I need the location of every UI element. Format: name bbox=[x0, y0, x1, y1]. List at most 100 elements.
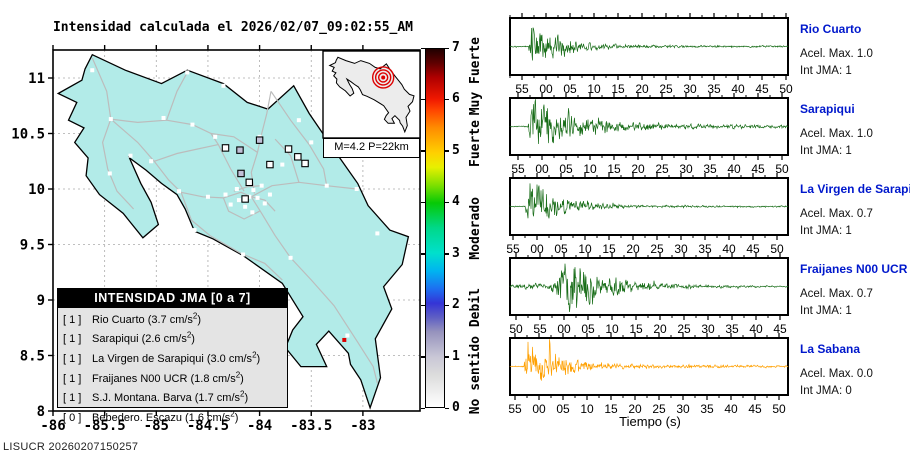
station-dot bbox=[236, 198, 241, 203]
station-dot bbox=[185, 70, 190, 75]
time-tick-label: 50 bbox=[772, 402, 786, 416]
map-station-dots bbox=[90, 68, 380, 342]
colorbar-tick-right bbox=[445, 150, 449, 152]
road-line bbox=[210, 132, 258, 153]
station-dot bbox=[255, 195, 260, 200]
station-dot bbox=[192, 228, 197, 233]
time-tick-label: 20 bbox=[631, 162, 645, 176]
time-tick-label: 00 bbox=[557, 322, 571, 336]
map-frame bbox=[52, 49, 421, 412]
jma-legend-rows: [ 1 ] Rio Cuarto (3.7 cm/s2)[ 1 ] Sarapi… bbox=[58, 308, 287, 426]
intensity-square bbox=[241, 195, 249, 203]
colorbar-tick-left bbox=[421, 201, 425, 204]
seismogram-station-name: Fraijanes N00 UCR bbox=[800, 262, 908, 276]
jma-legend-entry: [ 1 ] Sarapiqui (2.6 cm/s2) bbox=[58, 328, 287, 348]
time-tick-label: 35 bbox=[725, 322, 739, 336]
intensity-square bbox=[301, 159, 309, 168]
time-tick-label: 50 bbox=[509, 322, 523, 336]
station-dot bbox=[324, 183, 329, 188]
jma-value-bracket: [ 1 ] bbox=[63, 352, 82, 365]
road-line bbox=[180, 192, 283, 281]
colorbar-value-label: 7 bbox=[452, 40, 460, 55]
time-tick-label: 25 bbox=[655, 162, 669, 176]
time-tick-label: 15 bbox=[611, 82, 625, 96]
station-name-and-accel: Fraijanes N00 UCR (1.8 cm/s2) bbox=[89, 369, 244, 385]
colorbar-tick-left bbox=[421, 407, 425, 409]
seismogram-station-name: La Virgen de Sarapiqui bbox=[800, 182, 910, 196]
time-tick-label: 10 bbox=[605, 322, 619, 336]
y-tick-label: 10 bbox=[28, 182, 45, 198]
station-dot bbox=[259, 183, 264, 188]
station-dot bbox=[296, 118, 301, 123]
station-dot bbox=[234, 187, 239, 191]
station-dot bbox=[262, 201, 267, 206]
seismogram-panel: 50 55 00 05 10 15 20 25 30 35 40 45 bbox=[509, 253, 789, 336]
x-tick-label: -84.5 bbox=[187, 418, 229, 434]
map-title: Intensidad calculada el 2026/02/07_09:02… bbox=[52, 20, 414, 35]
station-dot bbox=[228, 202, 233, 207]
colorbar-category-label: Moderado bbox=[468, 196, 483, 260]
time-tick-label: 35 bbox=[698, 242, 712, 256]
station-dot bbox=[280, 162, 285, 167]
jma-legend-entry: [ 1 ] S.J. Montana. Barva (1.7 cm/s2) bbox=[58, 387, 287, 407]
station-dot bbox=[213, 134, 218, 139]
time-tick-label: 40 bbox=[727, 162, 741, 176]
magnitude-depth-label: M=4.2 P=22km bbox=[323, 138, 420, 158]
colorbar-category-label: No sentido bbox=[468, 335, 483, 414]
time-tick-label: 10 bbox=[578, 242, 592, 256]
colorbar-value-label: 1 bbox=[452, 348, 460, 364]
intensity-square bbox=[221, 144, 230, 152]
colorbar-category-label: Fuerte bbox=[468, 119, 483, 167]
jma-legend-entry: [ 0 ] Bebedero. Escazu (1.6 cm/s2) bbox=[58, 406, 287, 426]
jma-legend-entry: [ 1 ] Rio Cuarto (3.7 cm/s2) bbox=[58, 308, 287, 328]
station-dot bbox=[205, 194, 210, 199]
jma-value-bracket: [ 0 ] bbox=[63, 411, 82, 424]
time-tick-label: 45 bbox=[748, 402, 762, 416]
time-tick-label: 20 bbox=[653, 322, 667, 336]
intensity-square bbox=[266, 160, 274, 169]
seismogram-accel-max: Acel. Max. 0.7 bbox=[800, 208, 873, 220]
colorbar-tick-right bbox=[445, 356, 449, 358]
seismogram-int-jma: Int JMA: 1 bbox=[800, 145, 852, 157]
intensity-square bbox=[294, 153, 302, 161]
colorbar-value-label: 5 bbox=[452, 142, 460, 158]
station-dot bbox=[375, 231, 380, 236]
road-line bbox=[250, 196, 378, 384]
time-tick-label: 05 bbox=[559, 162, 573, 176]
map-intensity-squares bbox=[221, 136, 309, 203]
time-tick-label: 35 bbox=[700, 402, 714, 416]
colorbar-category-label: Muy Fuerte bbox=[468, 37, 483, 116]
seismogram-int-jma: Int JMA: 1 bbox=[800, 65, 852, 77]
time-tick-label: 55 bbox=[508, 402, 522, 416]
intensity-square bbox=[255, 136, 264, 144]
seismogram-trace bbox=[509, 99, 789, 144]
x-tick-label: -84 bbox=[247, 418, 272, 434]
station-dot bbox=[267, 192, 272, 197]
station-dot bbox=[221, 83, 226, 88]
seismogram-station-name: Sarapiqui bbox=[800, 102, 855, 116]
y-tick-label: 8.5 bbox=[20, 349, 45, 365]
time-tick-label: 20 bbox=[628, 402, 642, 416]
time-tick-label: 25 bbox=[650, 242, 664, 256]
y-tick-label: 8 bbox=[37, 404, 45, 420]
colorbar-tick-left bbox=[421, 304, 425, 307]
epicenter-ring bbox=[374, 69, 392, 86]
seismogram-station-name: La Sabana bbox=[800, 342, 861, 356]
time-tick-label: 00 bbox=[532, 402, 546, 416]
seismogram-panel: 55 00 05 10 15 20 25 30 35 40 45 50 bbox=[509, 93, 789, 176]
jma-legend-entry: [ 1 ] La Virgen de Sarapiqui (3.0 cm/s2) bbox=[58, 347, 287, 367]
time-tick-label: 20 bbox=[635, 82, 649, 96]
seismogram-trace bbox=[509, 27, 789, 61]
time-tick-label: 10 bbox=[580, 402, 594, 416]
colorbar-value-label: 0 bbox=[452, 400, 460, 415]
time-tick-label: 50 bbox=[779, 82, 793, 96]
intensity-square bbox=[236, 146, 244, 154]
time-tick-label: 10 bbox=[583, 162, 597, 176]
time-tick-label: 05 bbox=[554, 242, 568, 256]
station-dot bbox=[128, 153, 133, 158]
road-line bbox=[274, 138, 300, 183]
colorbar-category-label: Debil bbox=[468, 288, 483, 328]
y-tick-label: 11 bbox=[28, 71, 45, 87]
road-line bbox=[91, 57, 252, 199]
